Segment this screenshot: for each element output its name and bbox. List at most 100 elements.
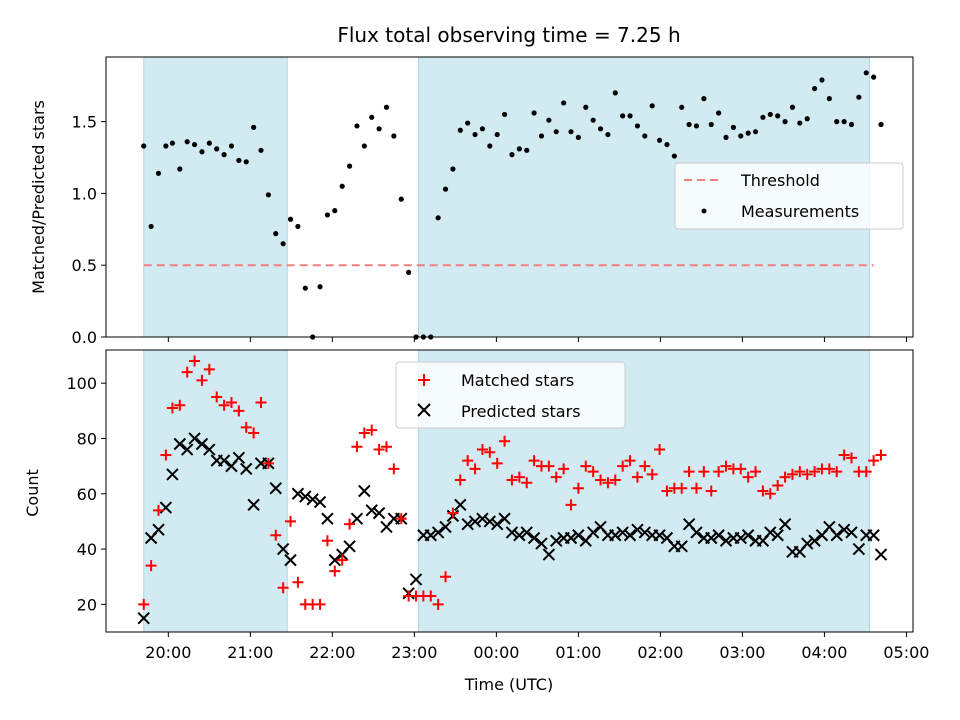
matched-star-point [609, 474, 621, 486]
count-y-axis: 20 40 60 80 100 [66, 374, 106, 614]
measurement-point [605, 131, 611, 138]
matched-star-point [654, 444, 666, 456]
matched-star-point [240, 421, 252, 433]
measurement-point [723, 134, 729, 141]
measurement-point [265, 192, 271, 198]
measurement-point [287, 216, 294, 222]
y-tick-label: 80 [77, 429, 97, 448]
matched-star-point [373, 444, 385, 456]
predicted-star-point [778, 517, 792, 531]
measurement-point [214, 146, 220, 152]
matched-star-point [690, 482, 702, 494]
matched-star-point [336, 554, 348, 566]
matched-star-point [248, 427, 260, 439]
predicted-star-point [771, 529, 784, 542]
predicted-star-point [291, 487, 305, 500]
measurement-point [472, 131, 478, 138]
measurement-point [634, 123, 641, 129]
matched-star-point [189, 355, 201, 367]
y-tick-label: 100 [66, 374, 97, 393]
predicted-star-point [874, 548, 888, 561]
predicted-star-point [513, 529, 526, 542]
count-legend: Matched stars Predicted stars [395, 361, 626, 429]
y-tick-label: 1.5 [72, 113, 97, 132]
matched-star-point [380, 441, 392, 453]
measurement-point [206, 140, 212, 146]
matched-star-point [491, 457, 503, 469]
measurement-point [398, 196, 404, 202]
measurement-point [627, 113, 633, 119]
matched-star-point [617, 460, 629, 472]
measurement-point [302, 285, 308, 291]
matched-star-point [262, 457, 274, 469]
matched-star-point [366, 424, 378, 436]
predicted-star-point [306, 493, 319, 506]
ratio-panel: 0.0 0.5 1.0 1.5 Matched/Predicted stars Thr… [29, 56, 914, 347]
measurement-point [878, 121, 884, 128]
measurement-point [679, 104, 685, 110]
predicted-star-point [203, 443, 216, 456]
matched-star-point [484, 446, 496, 458]
measurement-point [169, 140, 176, 146]
predicted-star-point [152, 523, 165, 536]
matched-stars-points [138, 355, 887, 610]
measurement-point [701, 96, 707, 102]
predicted-star-point [439, 520, 452, 534]
count-legend-box [395, 361, 626, 429]
predicted-star-point [247, 498, 260, 512]
matched-star-point [521, 477, 533, 489]
predicted-star-point [173, 437, 187, 451]
threshold-legend-label: Threshold [740, 171, 820, 190]
x-tick-label: 20:00 [145, 643, 191, 662]
measurement-point [509, 152, 515, 158]
predicted-star-point [313, 495, 327, 509]
measurement-points [141, 70, 884, 340]
measurement-point [501, 111, 508, 118]
predicted-star-point [764, 526, 777, 539]
predicted-star-point [527, 531, 541, 545]
matched-star-point [742, 471, 754, 483]
measurement-point [221, 152, 227, 158]
measurement-point [686, 121, 692, 128]
predicted-star-point [830, 529, 843, 542]
matched-legend-label: Matched stars [461, 371, 574, 390]
matched-star-point [639, 460, 651, 472]
y-tick-label: 0.5 [72, 256, 97, 275]
measurement-point [141, 143, 147, 149]
predicted-star-point [734, 531, 747, 545]
matched-star-point [432, 598, 444, 610]
measurement-point [708, 121, 714, 128]
matched-star-point [211, 391, 223, 403]
matched-star-point [875, 449, 887, 461]
matched-star-point [513, 471, 525, 483]
matched-star-point [558, 463, 570, 475]
count-panel: 20 40 60 80 100 20:00 21:00 22:00 23:00 00:00 01:… [23, 349, 929, 662]
measurement-point [450, 166, 456, 172]
matched-star-point [595, 474, 607, 486]
predicted-star-point [372, 506, 386, 520]
matched-star-point [358, 427, 370, 439]
measurement-point [280, 241, 286, 247]
matched-star-point [388, 463, 400, 475]
matched-star-point [550, 471, 562, 483]
measurement-point [376, 126, 382, 132]
measurement-point [487, 143, 493, 149]
matched-star-point [285, 515, 297, 527]
measurements-legend-label: Measurements [741, 202, 859, 221]
predicted-star-point [712, 529, 725, 542]
measurement-point [745, 130, 751, 136]
measurement-point [346, 163, 353, 169]
predicted-star-point [572, 529, 585, 542]
matched-star-point [138, 598, 150, 610]
predicted-star-point [217, 454, 231, 467]
matched-star-point [329, 565, 341, 577]
matched-star-point [735, 463, 747, 475]
predicted-star-point [542, 548, 556, 561]
measurement-point [863, 70, 869, 76]
matched-star-point [166, 402, 178, 414]
matched-star-point [174, 399, 186, 411]
ratio-y-axis: 0.0 0.5 1.0 1.5 [72, 113, 106, 347]
matched-star-point [720, 460, 732, 472]
matched-star-point [233, 405, 245, 417]
